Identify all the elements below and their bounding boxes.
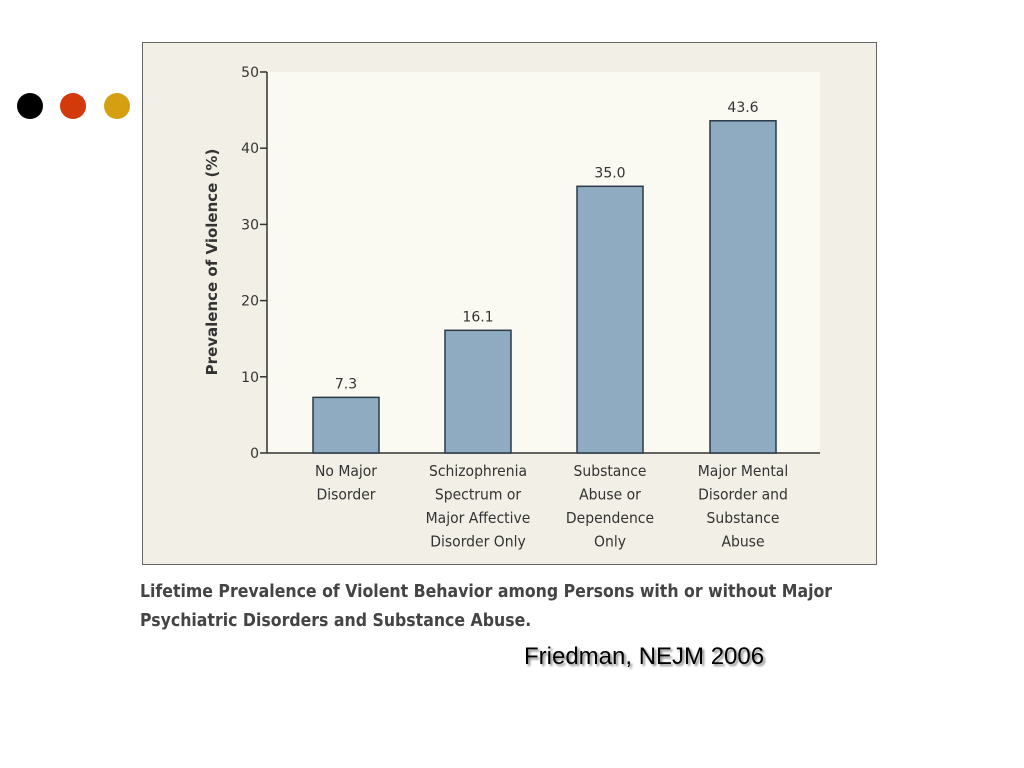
y-tick-label: 10 (241, 370, 259, 386)
x-category-label: Schizophrenia (429, 462, 527, 480)
x-category-label: Disorder (316, 486, 375, 504)
bullet-dot-red (60, 93, 86, 119)
x-category-label: Major Mental (698, 462, 788, 480)
x-category-label: Major Affective (426, 509, 531, 527)
x-category-label: Substance (707, 509, 780, 527)
x-category-label: Only (594, 533, 626, 551)
x-category-label: Abuse (721, 533, 764, 551)
x-category-label: Abuse or (579, 486, 641, 504)
x-category-label: Dependence (566, 509, 654, 527)
bullet-dot-gold (104, 93, 130, 119)
y-tick-label: 40 (241, 141, 259, 157)
bar-value-label: 7.3 (335, 376, 357, 392)
bar-value-label: 43.6 (727, 100, 758, 116)
y-axis-label: Prevalence of Violence (%) (203, 149, 221, 376)
x-category-label: No Major (315, 462, 377, 480)
y-tick-label: 0 (250, 446, 259, 462)
bar-value-label: 16.1 (462, 309, 493, 325)
citation: Friedman, NEJM 2006 (524, 643, 765, 670)
x-category-label: Substance (574, 462, 647, 480)
figure-caption: Lifetime Prevalence of Violent Behavior … (140, 582, 833, 631)
bar (576, 185, 644, 454)
bullet-dot-black (17, 93, 43, 119)
y-tick-label: 50 (241, 65, 259, 81)
bar (312, 396, 380, 454)
bar-value-label: 35.0 (594, 165, 625, 181)
x-category-label: Spectrum or (435, 486, 522, 504)
y-tick-label: 20 (241, 294, 259, 310)
x-category-label: Disorder and (698, 486, 788, 504)
y-tick-label: 30 (241, 217, 259, 233)
bar (709, 120, 777, 454)
bar (444, 329, 512, 454)
x-category-label: Disorder Only (430, 533, 525, 551)
